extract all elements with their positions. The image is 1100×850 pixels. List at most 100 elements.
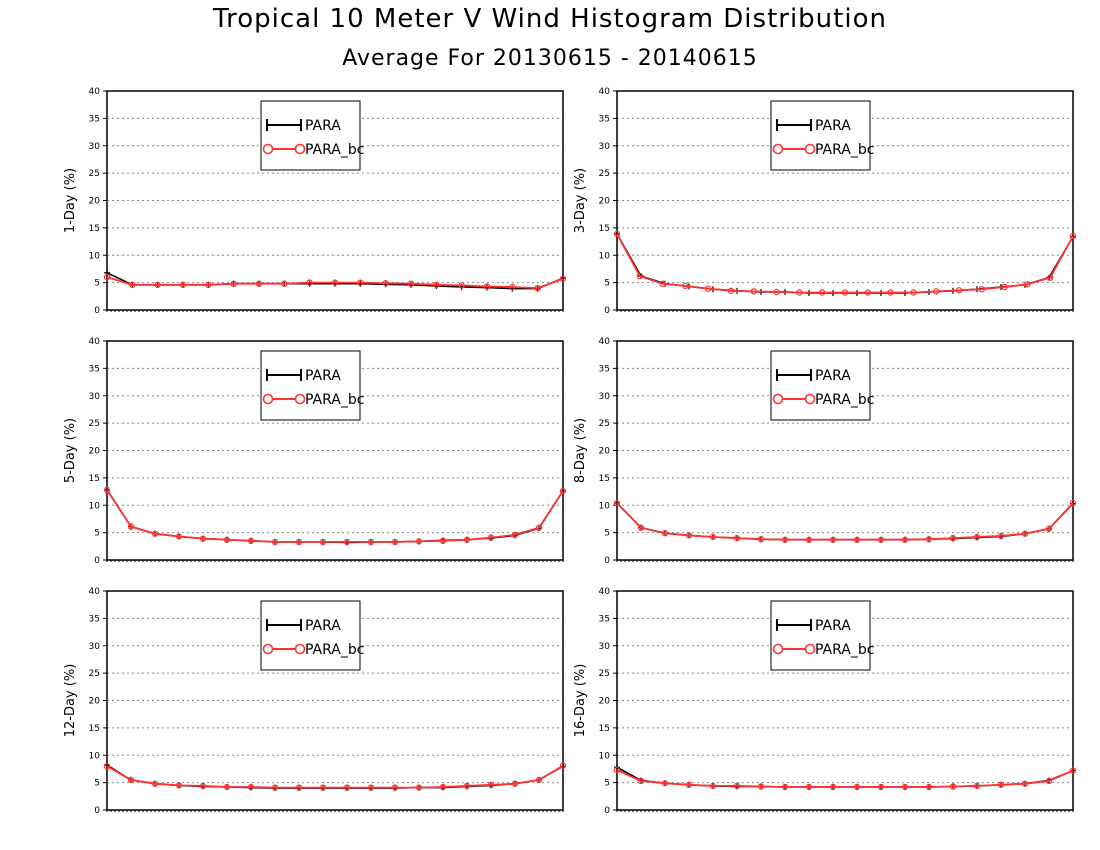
y-tick-label: 30 <box>599 142 611 152</box>
y-tick-label: 10 <box>89 251 101 261</box>
legend-marker <box>772 643 784 655</box>
data-point-para-bc <box>682 282 689 290</box>
data-point-para-bc <box>978 285 986 293</box>
data-point-para-bc <box>973 533 981 541</box>
series-line-para-bc <box>616 769 1074 788</box>
data-point-para-bc <box>973 782 981 790</box>
legend-box <box>260 100 361 171</box>
panel-4: 0 5 10 15 20 25 30 35 40 8-Day (%) PARA PARA_bc <box>573 337 1077 566</box>
legend: PARA PARA_bc <box>770 600 874 671</box>
data-point-para-bc <box>175 782 183 789</box>
data-point-para-bc <box>661 529 669 537</box>
data-point-para-bc <box>103 763 111 770</box>
data-point-para-bc <box>463 536 471 543</box>
data-point-para-bc <box>391 784 399 791</box>
data-point-para-bc <box>151 780 159 787</box>
y-axis-label: 1-Day (%) <box>63 168 78 233</box>
y-tick-label: 0 <box>604 806 610 816</box>
y-tick-label: 10 <box>599 501 611 511</box>
data-point-para-bc <box>179 281 187 289</box>
y-tick-label: 35 <box>599 114 610 124</box>
y-tick-label: 20 <box>599 697 611 707</box>
data-point-para-bc <box>199 782 207 790</box>
legend-marker <box>772 393 784 405</box>
y-tick-label: 25 <box>599 419 610 429</box>
legend-label: PARA_bc <box>305 642 364 658</box>
data-point-para-bc <box>271 538 279 546</box>
y-tick-label: 30 <box>89 392 101 402</box>
data-point-para-bc <box>1045 525 1053 532</box>
data-point-para-bc <box>661 779 669 787</box>
series-line-para-bc <box>616 502 1074 541</box>
legend-marker <box>262 643 274 655</box>
y-tick-label: 15 <box>89 224 100 234</box>
series-line-para <box>106 489 564 544</box>
data-point-para-bc <box>331 279 339 286</box>
y-tick-label: 40 <box>599 87 611 97</box>
data-point-para-bc <box>391 538 399 546</box>
y-tick-label: 25 <box>599 169 610 179</box>
y-tick-label: 0 <box>94 806 100 816</box>
data-point-para-bc <box>230 280 237 287</box>
data-point-para-bc <box>613 766 621 774</box>
data-point-para-bc <box>1024 281 1031 288</box>
y-tick-label: 5 <box>604 279 610 289</box>
y-tick-label: 5 <box>94 779 100 789</box>
data-point-para-bc <box>955 287 963 294</box>
legend-label: PARA <box>815 618 851 634</box>
data-point-para-bc <box>511 780 519 787</box>
data-point-para-bc <box>757 535 765 543</box>
data-point-para-bc <box>949 783 957 790</box>
data-point-para-bc <box>910 289 917 296</box>
legend-marker <box>804 643 816 655</box>
data-point-para-bc <box>1069 767 1077 774</box>
data-point-para-bc <box>151 530 159 537</box>
y-tick-label: 35 <box>89 614 100 624</box>
y-tick-label: 10 <box>89 751 101 761</box>
y-tick-label: 35 <box>89 364 100 374</box>
data-point-para-bc <box>127 523 135 530</box>
data-point-para-bc <box>757 783 765 790</box>
data-point-para-bc <box>925 535 933 543</box>
chart-subtitle: Average For 20130615 - 20140615 <box>342 46 758 71</box>
y-tick-label: 25 <box>89 169 100 179</box>
y-tick-label: 20 <box>599 197 611 207</box>
y-tick-label: 15 <box>89 724 100 734</box>
legend-box <box>260 350 361 421</box>
data-point-para-bc <box>295 538 303 546</box>
y-tick-label: 20 <box>89 697 101 707</box>
data-point-para-bc <box>997 781 1005 789</box>
legend-box <box>770 100 871 171</box>
panel-1: 0 5 10 15 20 25 30 35 40 1-Day (%) PARA PARA_bc <box>63 87 567 316</box>
y-tick-label: 35 <box>89 114 100 124</box>
data-point-para-bc <box>853 783 861 791</box>
y-tick-label: 30 <box>599 392 611 402</box>
data-point-para-bc <box>1069 499 1077 507</box>
data-point-para-bc <box>659 280 666 287</box>
y-tick-label: 0 <box>604 306 610 316</box>
legend-label: PARA <box>305 118 341 134</box>
y-tick-label: 35 <box>599 364 610 374</box>
data-point-para-bc <box>367 538 375 546</box>
y-tick-label: 40 <box>89 587 101 597</box>
data-point-para-bc <box>306 279 313 286</box>
y-tick-label: 15 <box>89 474 100 484</box>
y-axis-label: 3-Day (%) <box>573 168 588 233</box>
data-point-para-bc <box>319 538 327 546</box>
data-point-para-bc <box>613 499 621 507</box>
y-tick-label: 40 <box>599 337 611 347</box>
chart-title: Tropical 10 Meter V Wind Histogram Distr… <box>213 4 887 34</box>
data-point-para-bc <box>271 784 279 791</box>
data-point-para-bc <box>487 781 495 789</box>
data-point-para-bc <box>415 784 423 791</box>
data-point-para-bc <box>535 524 543 531</box>
data-point-para-bc <box>829 783 837 791</box>
data-point-para-bc <box>901 783 909 791</box>
data-point-para-bc <box>458 282 465 289</box>
data-point-para-bc <box>781 783 789 791</box>
y-axis-label: 5-Day (%) <box>63 418 78 483</box>
data-point-para-bc <box>864 289 872 296</box>
y-tick-label: 30 <box>89 142 101 152</box>
legend-marker <box>772 143 784 155</box>
